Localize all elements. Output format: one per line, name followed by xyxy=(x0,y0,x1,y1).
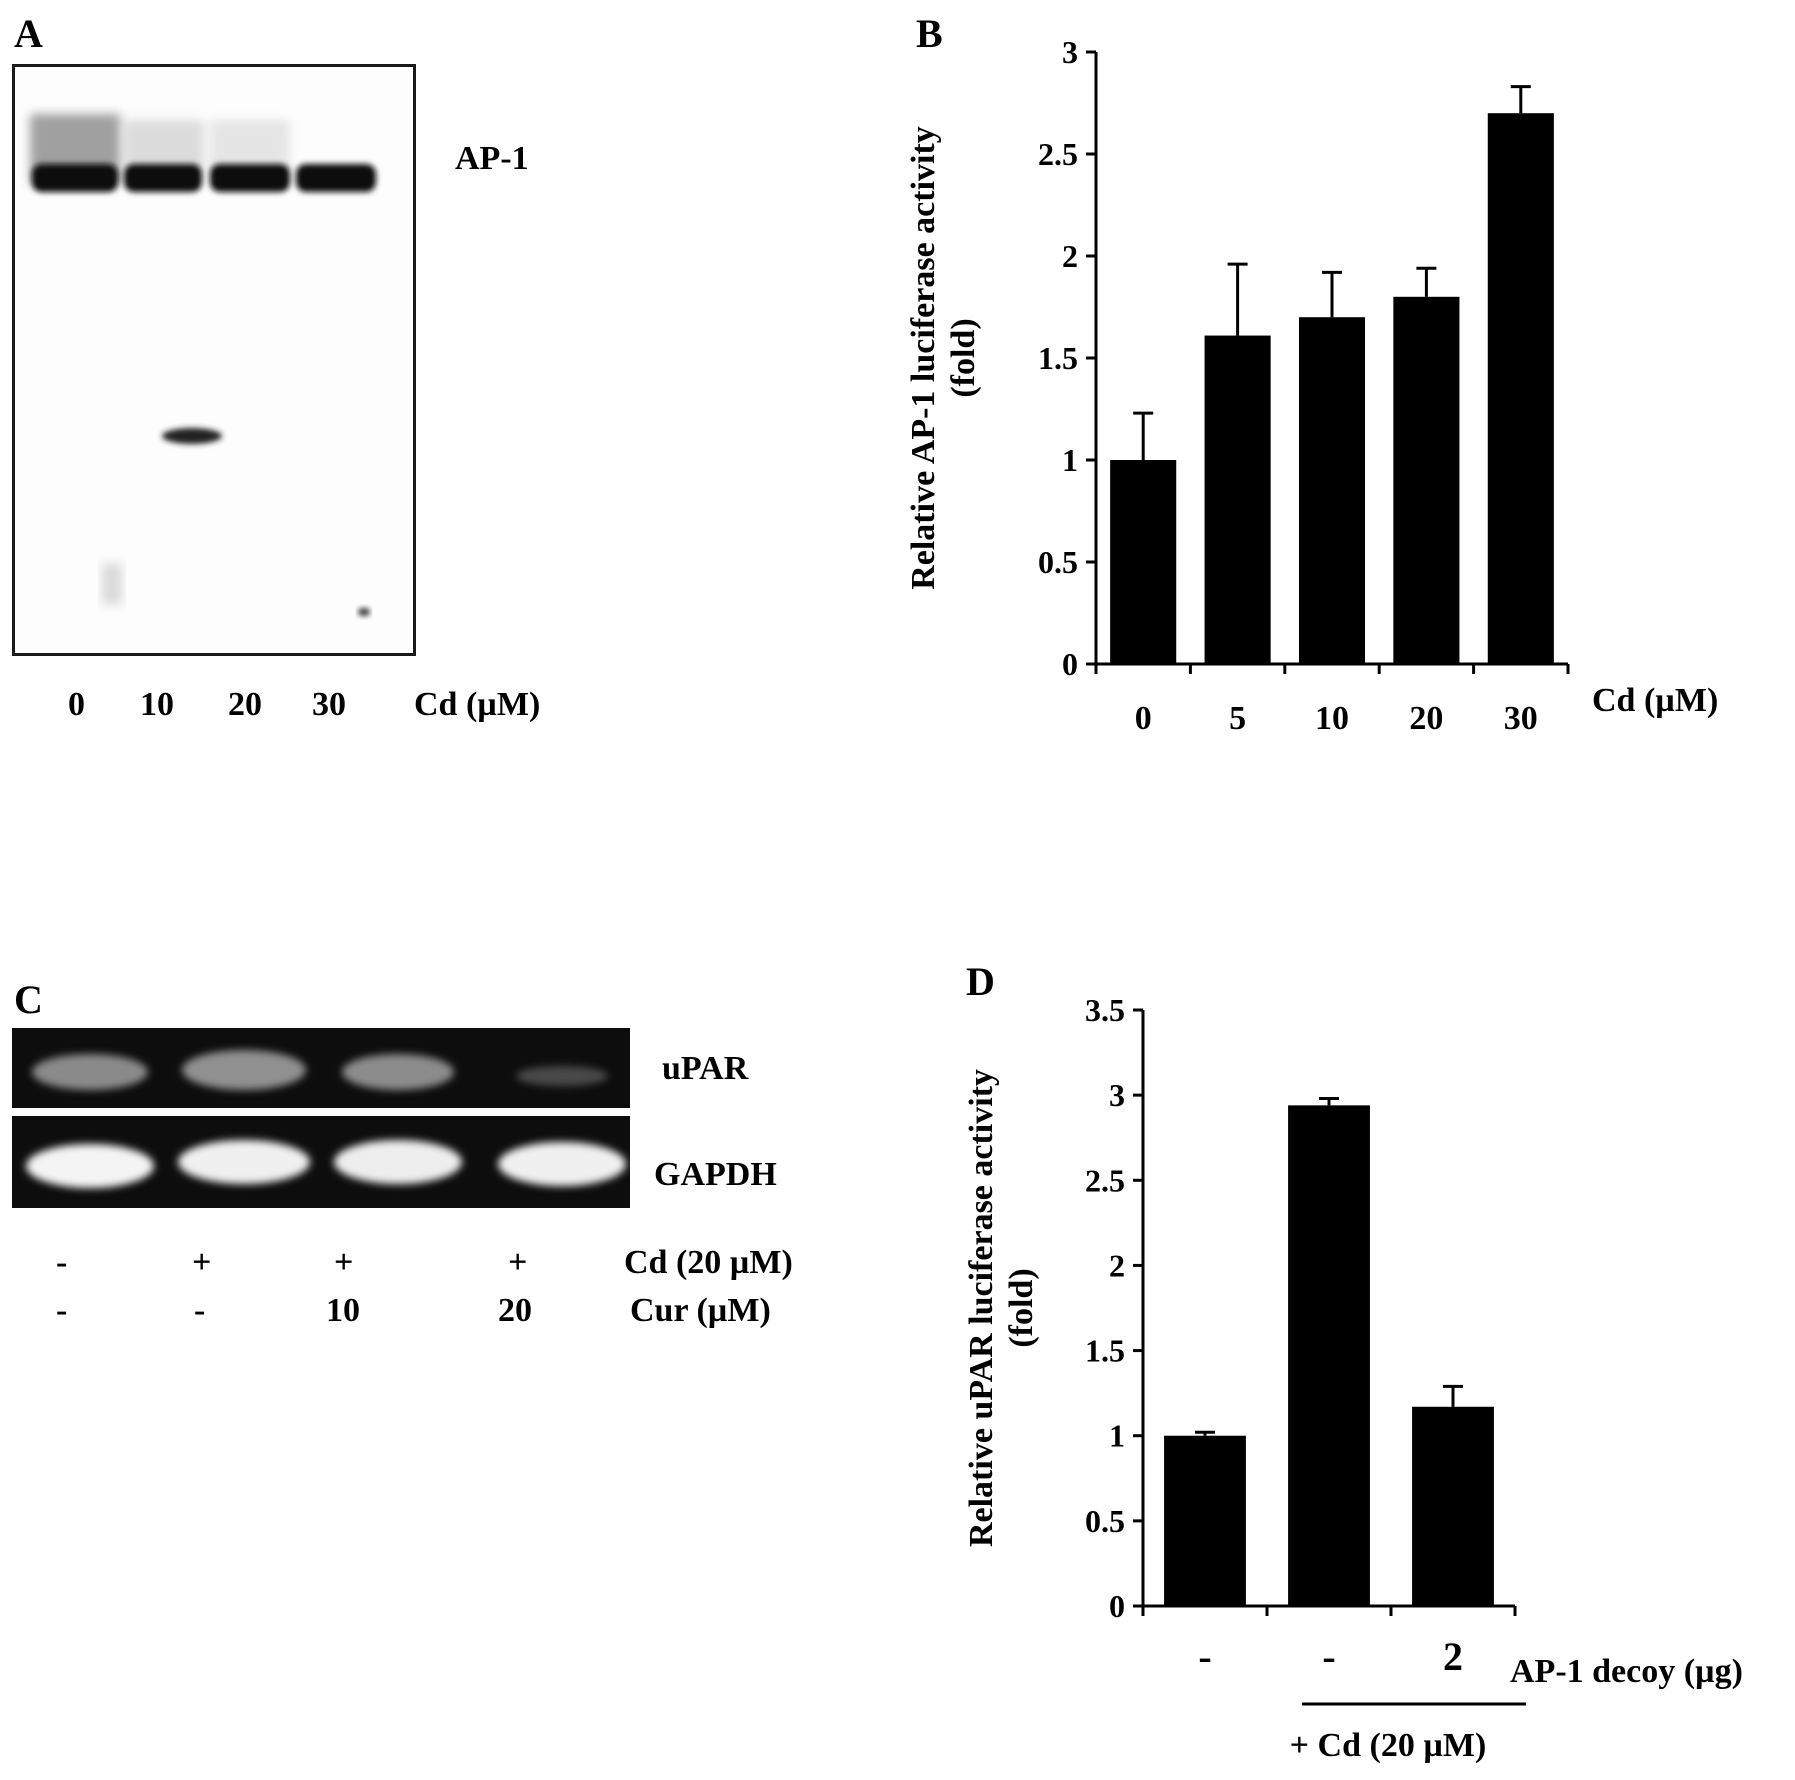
x-tick-label: 20 xyxy=(1409,700,1443,737)
x-tick-label: 2 xyxy=(1443,1634,1463,1679)
y-axis-label-line2: (fold) xyxy=(1003,1268,1040,1347)
gapdh-bands xyxy=(26,1140,626,1188)
lane-unit-label: Cd (µM) xyxy=(414,686,541,723)
y-axis-label-line2: (fold) xyxy=(945,318,982,397)
x-axis-label: Cd (µM) xyxy=(1592,682,1718,719)
y-tick-label: 2 xyxy=(1109,1247,1125,1283)
y-tick-label: 2.5 xyxy=(1038,136,1078,172)
band-label-ap1: AP-1 xyxy=(455,140,529,177)
x-tick-label: 5 xyxy=(1229,700,1246,737)
cd-row-value-3: + xyxy=(334,1244,354,1281)
bar xyxy=(1393,296,1460,664)
emsa-gel-image xyxy=(12,64,416,656)
x-tick-label: - xyxy=(1198,1634,1211,1679)
cd-row-value-1: - xyxy=(56,1244,68,1281)
upar-bands xyxy=(32,1050,608,1090)
lane-label-0: 0 xyxy=(68,686,85,723)
x-axis-label: AP-1 decoy (µg) xyxy=(1510,1653,1743,1690)
panel-d-letter: D xyxy=(966,959,995,1004)
cd-row-value-2: + xyxy=(192,1244,212,1281)
x-tick-label: 10 xyxy=(1315,700,1349,737)
y-tick-label: 3 xyxy=(1062,34,1078,70)
y-tick-label: 3.5 xyxy=(1085,992,1125,1028)
group-label: + Cd (20 µM) xyxy=(1290,1727,1487,1764)
y-tick-label: 1.5 xyxy=(1085,1333,1125,1369)
y-tick-label: 2 xyxy=(1062,238,1078,274)
cur-row-value-2: - xyxy=(194,1292,206,1329)
x-tick-label: 30 xyxy=(1504,700,1538,737)
y-axis-label-line1: Relative uPAR luciferase activity xyxy=(963,1069,1000,1547)
ap1-bands xyxy=(32,164,376,192)
y-tick-label: 1.5 xyxy=(1038,340,1078,376)
chart-d: 0 0.5 1 1.5 2 2.5 3 3.5 - - 2 Relative uPAR lucifer… xyxy=(963,992,1743,1764)
y-tick-label: 1 xyxy=(1062,442,1078,478)
x-tick-label: 0 xyxy=(1135,700,1152,737)
y-tick-label: 0 xyxy=(1109,1588,1125,1624)
cd-row-value-4: + xyxy=(508,1244,528,1281)
y-axis-label-line1: Relative AP-1 luciferase activity xyxy=(905,126,942,590)
y-tick-label: 1 xyxy=(1109,1418,1125,1454)
lane-label-30: 30 xyxy=(312,686,346,723)
y-tick-label: 2.5 xyxy=(1085,1162,1125,1198)
y-tick-label: 0.5 xyxy=(1038,544,1078,580)
bar xyxy=(1487,113,1554,664)
y-axis-label: Relative AP-1 luciferase activity (fold) xyxy=(905,126,982,590)
pcr-gel-image xyxy=(12,1028,630,1208)
y-axis-label: Relative uPAR luciferase activity (fold) xyxy=(963,1069,1040,1547)
cur-row-value-3: 10 xyxy=(326,1292,360,1329)
bar xyxy=(1204,335,1271,664)
panel-a-letter: A xyxy=(14,11,43,56)
y-tick-label: 3 xyxy=(1109,1077,1125,1113)
cur-row-value-1: - xyxy=(56,1292,68,1329)
lane-label-20: 20 xyxy=(228,686,262,723)
panel-b-letter: B xyxy=(916,11,943,56)
cur-row-label: Cur (µM) xyxy=(630,1292,771,1329)
row-label-upar: uPAR xyxy=(662,1050,749,1087)
bar xyxy=(1110,460,1177,664)
lane-label-10: 10 xyxy=(140,686,174,723)
cur-row-value-4: 20 xyxy=(498,1292,532,1329)
cd-row-label: Cd (20 µM) xyxy=(624,1244,793,1281)
x-tick-label: - xyxy=(1322,1634,1335,1679)
y-tick-label: 0 xyxy=(1062,646,1078,682)
bar xyxy=(1164,1435,1246,1606)
y-tick-label: 0.5 xyxy=(1085,1503,1125,1539)
bar xyxy=(1298,317,1366,664)
bar xyxy=(1412,1406,1494,1606)
panel-c-letter: C xyxy=(14,977,43,1022)
bar xyxy=(1288,1105,1370,1606)
row-label-gapdh: GAPDH xyxy=(654,1156,777,1193)
